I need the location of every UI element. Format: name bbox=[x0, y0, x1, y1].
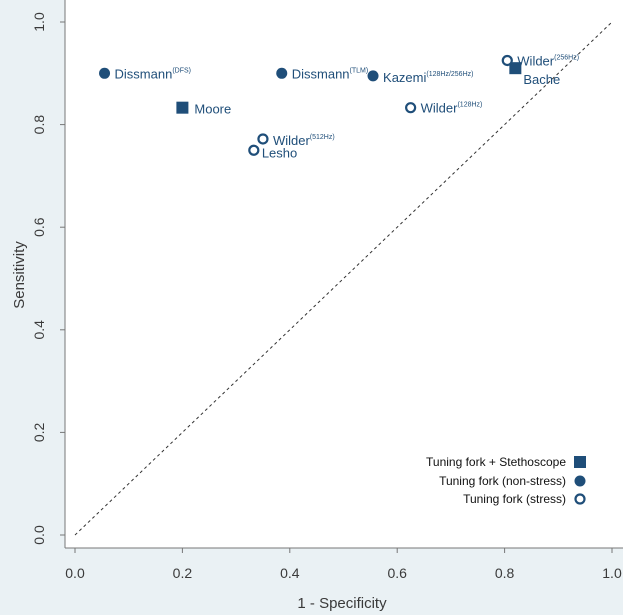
y-tick-label: 0.8 bbox=[31, 115, 47, 135]
x-tick-label: 1.0 bbox=[602, 565, 622, 581]
x-tick-label: 0.2 bbox=[173, 565, 193, 581]
data-point bbox=[257, 133, 269, 145]
legend-label: Tuning fork (non-stress) bbox=[439, 474, 566, 488]
point-label: Kazemi(128Hz/256Hz) bbox=[383, 70, 473, 85]
point-label: Bache bbox=[523, 72, 560, 87]
point-label: Moore bbox=[194, 102, 231, 117]
data-point bbox=[509, 62, 522, 75]
y-tick-label: 1.0 bbox=[31, 12, 47, 32]
data-point bbox=[501, 54, 513, 67]
y-axis-title: Sensitivity bbox=[11, 241, 28, 309]
legend: Tuning fork + Stethoscope Tuning fork (no… bbox=[426, 455, 586, 506]
data-point bbox=[99, 67, 111, 79]
y-tick-label: 0.6 bbox=[31, 217, 47, 237]
y-tick-label: 0.2 bbox=[31, 422, 47, 442]
x-tick-label: 0.8 bbox=[495, 565, 515, 581]
y-tick-label: 0.0 bbox=[31, 525, 47, 545]
x-tick-label: 0.0 bbox=[65, 565, 85, 581]
legend-marker bbox=[574, 475, 586, 487]
y-tick-label: 0.4 bbox=[31, 320, 47, 340]
x-axis-title: 1 - Specificity bbox=[297, 595, 387, 612]
point-label: Wilder(128Hz) bbox=[421, 101, 483, 116]
legend-marker bbox=[574, 456, 586, 468]
data-point bbox=[276, 67, 288, 79]
point-label: Lesho bbox=[262, 145, 297, 160]
point-label: Dissmann(TLM) bbox=[292, 66, 368, 81]
data-point bbox=[248, 144, 260, 156]
data-point bbox=[176, 101, 189, 114]
legend-label: Tuning fork + Stethoscope bbox=[426, 455, 566, 469]
x-tick-label: 0.4 bbox=[280, 565, 300, 581]
point-label: Wilder(512Hz) bbox=[273, 133, 335, 148]
data-point bbox=[405, 102, 417, 114]
point-label: Dissmann(DFS) bbox=[115, 66, 191, 81]
x-tick-label: 0.6 bbox=[387, 565, 407, 581]
plot-area bbox=[65, 0, 623, 548]
legend-marker bbox=[574, 493, 586, 505]
point-label: Wilder(256Hz) bbox=[517, 53, 579, 68]
legend-label: Tuning fork (stress) bbox=[463, 492, 566, 506]
data-point bbox=[367, 70, 379, 82]
reference-diagonal-line bbox=[74, 21, 613, 536]
